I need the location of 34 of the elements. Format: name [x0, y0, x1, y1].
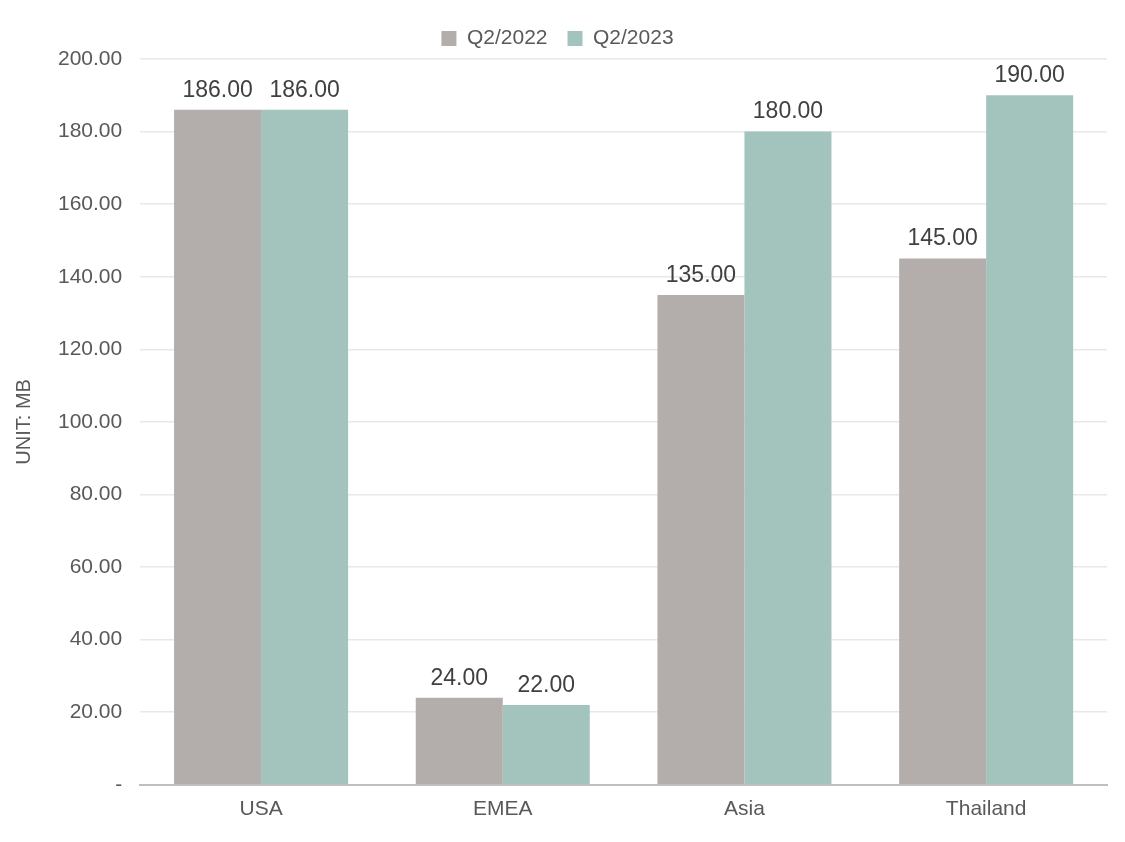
bar: [899, 258, 987, 785]
y-axis-title: UNIT: MB: [11, 379, 34, 465]
x-tick-label: USA: [239, 796, 283, 820]
data-label: 24.00: [430, 663, 489, 690]
data-label: 186.00: [182, 75, 253, 102]
y-tick-label: 200.00: [58, 45, 123, 69]
y-tick-label: 40.00: [69, 626, 123, 650]
y-tick-label: 120.00: [58, 336, 123, 360]
data-label: 180.00: [752, 97, 824, 124]
y-tick-label: 60.00: [69, 553, 123, 577]
data-label: 135.00: [665, 260, 737, 287]
x-tick-label: Thailand: [945, 796, 1027, 820]
y-tick-label: 80.00: [69, 481, 123, 505]
bar: [261, 109, 349, 785]
y-tick-label: -: [115, 771, 123, 795]
bar: [986, 95, 1074, 785]
bar: [174, 109, 262, 785]
bar: [502, 704, 590, 785]
x-tick-label: EMEA: [473, 796, 533, 820]
legend-label: Q2/2022: [466, 25, 548, 49]
bar: [744, 131, 832, 785]
y-tick-label: 160.00: [58, 190, 123, 214]
x-tick-label: Asia: [724, 796, 766, 820]
data-label: 190.00: [994, 61, 1065, 88]
legend-label: Q2/2023: [593, 25, 674, 49]
bar: [415, 697, 503, 785]
y-tick-label: 20.00: [69, 699, 123, 723]
data-label: 186.00: [269, 75, 340, 102]
data-label: 22.00: [517, 670, 576, 697]
y-tick-label: 180.00: [58, 118, 123, 142]
bar: [657, 294, 745, 785]
y-tick-label: 140.00: [58, 263, 123, 287]
data-label: 145.00: [907, 224, 978, 251]
y-tick-label: 100.00: [58, 408, 123, 432]
